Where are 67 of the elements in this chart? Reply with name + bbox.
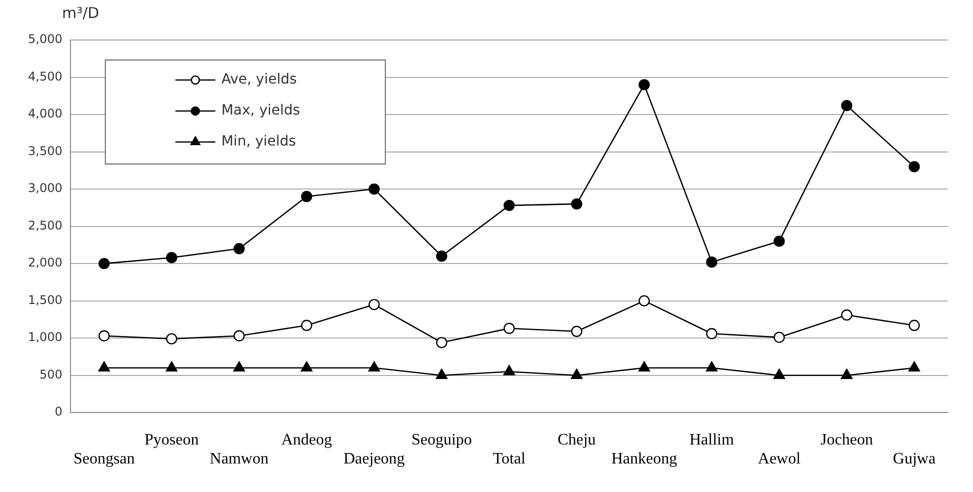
point: [436, 368, 448, 379]
point: [436, 250, 448, 262]
x-tick-label: Hallim: [689, 431, 734, 448]
legend-label: Ave, yields: [221, 72, 297, 88]
point: [166, 333, 178, 344]
point: [570, 368, 582, 379]
x-tick-label: Jocheon: [820, 431, 873, 448]
y-tick-label: 5,000: [28, 32, 62, 46]
point: [233, 361, 245, 372]
point: [571, 198, 582, 210]
x-tick-label: Andeog: [281, 431, 332, 448]
point: [841, 309, 852, 321]
point: [774, 332, 785, 343]
y-tick-label: 3,500: [28, 144, 62, 158]
y-tick-label: 3,000: [28, 181, 62, 196]
legend-label: Max, yields: [221, 102, 300, 119]
point: [571, 326, 582, 337]
x-tick-label: Daejeong: [344, 450, 405, 468]
point: [841, 100, 852, 112]
point: [908, 361, 920, 372]
point: [706, 328, 718, 340]
point: [234, 243, 245, 254]
x-tick-label: Aewol: [758, 450, 802, 468]
point: [368, 183, 380, 195]
point: [908, 161, 920, 172]
y-tick-label: 1,000: [28, 330, 62, 344]
point: [301, 320, 312, 332]
point: [166, 361, 178, 372]
y-tick-label: 2,500: [28, 218, 62, 232]
point: [638, 295, 650, 306]
point: [638, 79, 650, 90]
x-tick-label: Seoguipo: [411, 431, 472, 448]
point: [840, 368, 853, 379]
point: [638, 361, 650, 372]
point: [773, 368, 786, 379]
point: [300, 361, 312, 372]
point: [774, 236, 785, 247]
point: [301, 190, 312, 202]
legend-label: Min, yields: [221, 134, 296, 150]
point: [166, 252, 178, 264]
point: [368, 298, 380, 310]
x-tick-label: Hankeong: [611, 450, 678, 468]
point: [368, 361, 380, 372]
x-tick-label: Cheju: [558, 431, 596, 448]
y-tick-label: 2,000: [28, 256, 62, 270]
point: [234, 330, 245, 342]
y-tick-label: 4,000: [28, 106, 62, 121]
y-tick-label: 1,500: [28, 292, 62, 307]
y-axis-title: m³/D: [62, 4, 100, 22]
point: [706, 361, 718, 372]
y-tick-label: 4,500: [28, 69, 62, 84]
point: [436, 336, 448, 348]
point: [706, 256, 718, 268]
x-tick-label: Gujwa: [892, 450, 936, 468]
point: [504, 322, 515, 334]
point: [504, 200, 515, 212]
x-tick-label: Namwon: [210, 450, 268, 468]
point: [98, 330, 110, 342]
point: [98, 361, 110, 372]
x-tick-label: Seongsan: [73, 450, 135, 468]
y-tick-label: 500: [39, 367, 62, 382]
x-tick-label: Total: [492, 450, 526, 468]
point: [908, 320, 920, 332]
point: [503, 365, 515, 376]
point: [98, 258, 110, 270]
x-tick-label: Pyoseon: [144, 431, 199, 448]
y-tick-label: 0: [54, 404, 62, 419]
